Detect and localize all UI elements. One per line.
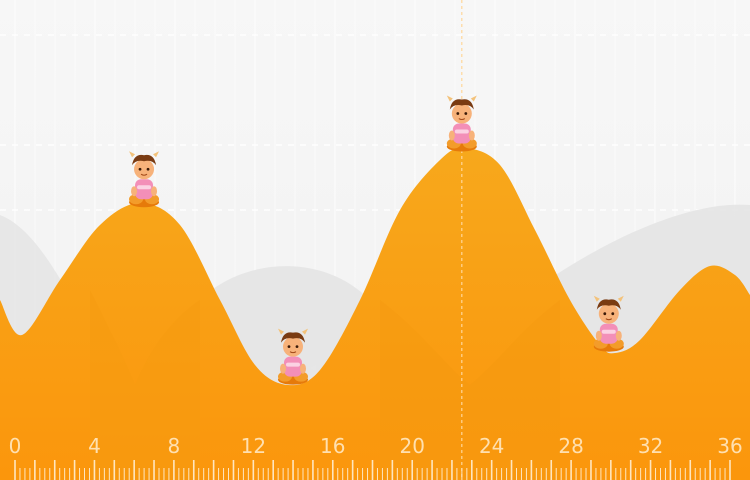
x-axis-labels: 0 4 8 12 16 20 24 28 32 36 [9, 434, 743, 458]
cartoon-character-icon[interactable] [129, 151, 160, 208]
x-tick-label: 16 [320, 434, 345, 458]
bottom-ruler [14, 460, 731, 480]
x-tick-label: 28 [558, 434, 583, 458]
hill-shade-2 [380, 300, 560, 480]
cartoon-character-icon[interactable] [278, 328, 308, 385]
x-tick-label: 8 [168, 434, 181, 458]
x-tick-label: 36 [717, 434, 742, 458]
cartoon-character-icon[interactable] [446, 95, 477, 152]
hill-shade-1 [90, 290, 200, 480]
cartoon-character-icon[interactable] [593, 295, 624, 352]
x-tick-label: 12 [241, 434, 266, 458]
characters[interactable] [129, 95, 624, 385]
x-tick-label: 32 [638, 434, 663, 458]
x-tick-label: 0 [9, 434, 22, 458]
x-tick-label: 4 [88, 434, 101, 458]
x-tick-label: 24 [479, 434, 504, 458]
x-tick-label: 20 [399, 434, 424, 458]
